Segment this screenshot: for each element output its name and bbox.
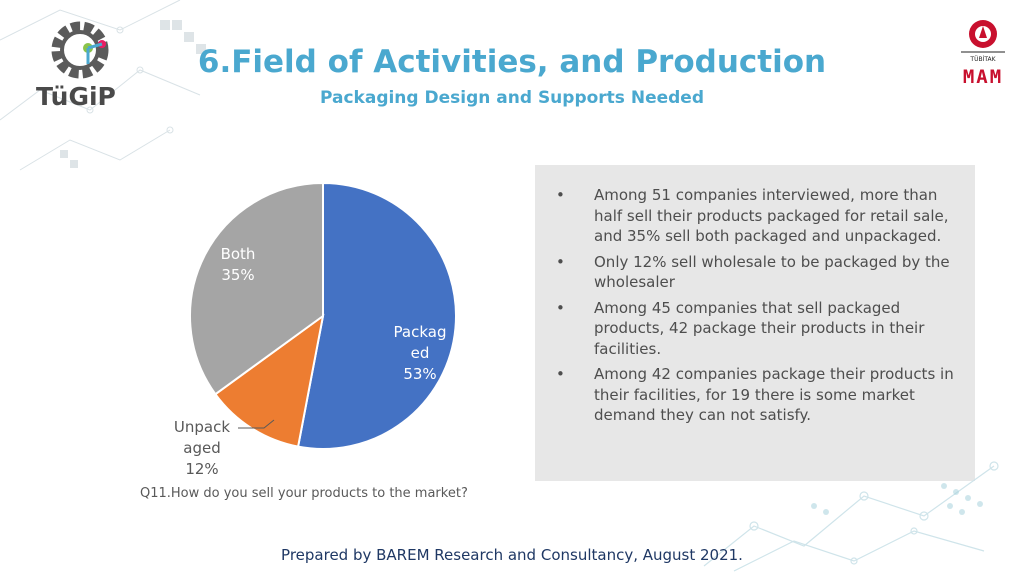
- pie-label-unpackaged: Unpack aged 12%: [174, 418, 230, 478]
- tubitak-emblem-icon: [961, 20, 1005, 53]
- decorative-pattern-top-left: [0, 0, 206, 171]
- pie-label-packaged: Packag ed 53%: [394, 323, 447, 383]
- pie-slice-both: [189, 181, 324, 396]
- notes-list: • Among 51 companies interviewed, more t…: [535, 165, 975, 426]
- note-text: Only 12% sell wholesale to be packaged b…: [594, 252, 950, 292]
- tubitak-label: TÜBİTAK: [970, 56, 996, 63]
- note-item: • Among 45 companies that sell packaged …: [535, 298, 975, 360]
- bullet-icon: •: [556, 365, 565, 383]
- pie-slice-packaged: [296, 181, 457, 450]
- page-subtitle: Packaging Design and Supports Needed: [319, 88, 705, 108]
- chart-question: Q11.How do you sell your products to the…: [140, 486, 468, 501]
- note-text: Among 42 companies package their product…: [594, 365, 954, 424]
- bullet-icon: •: [556, 298, 565, 317]
- note-item: • Among 42 companies package their produ…: [535, 364, 975, 426]
- mam-label: MAM: [962, 66, 1004, 88]
- decorative-pattern-bottom-right: [703, 461, 999, 572]
- bullet-icon: •: [556, 186, 565, 204]
- tubitak-mam-logo: TÜBİTAK MAM: [955, 16, 1011, 96]
- notes-panel: • Among 51 companies interviewed, more t…: [535, 165, 975, 481]
- note-item: • Only 12% sell wholesale to be packaged…: [535, 252, 975, 293]
- pie-leader-line: [238, 419, 275, 429]
- pie-label-both: Both 35%: [221, 245, 256, 284]
- tugip-logo: TüGiP: [30, 14, 140, 111]
- page-title: 6.Field of Activities, and Production: [197, 44, 827, 80]
- note-text: Among 45 companies that sell packaged pr…: [594, 298, 925, 358]
- gear-logo-icon: [51, 21, 109, 79]
- note-text: Among 51 companies interviewed, more tha…: [594, 186, 949, 245]
- bullet-icon: •: [556, 252, 565, 271]
- note-item: • Among 51 companies interviewed, more t…: [535, 185, 975, 247]
- tugip-wordmark: TüGiP: [36, 82, 116, 111]
- footer-credit: Prepared by BAREM Research and Consultan…: [281, 546, 743, 564]
- pie-chart: Packag ed 53% Unpack aged 12% Both 35%: [174, 181, 457, 478]
